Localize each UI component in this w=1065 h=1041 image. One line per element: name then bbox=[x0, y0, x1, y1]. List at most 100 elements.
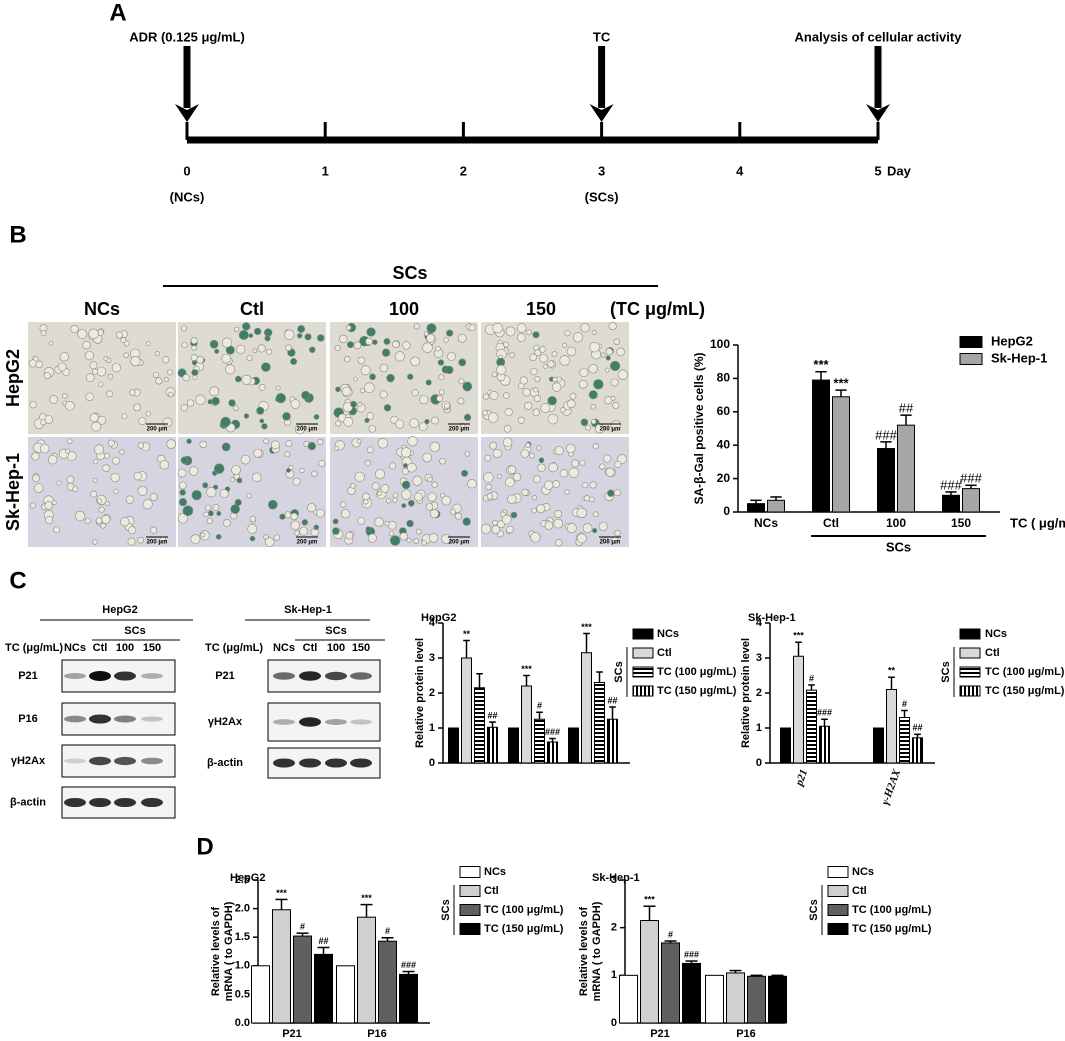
cell bbox=[353, 341, 362, 350]
cell bbox=[552, 480, 560, 488]
y-tick-label: 0 bbox=[723, 504, 730, 518]
arrow-head bbox=[589, 104, 614, 122]
legend-label: TC (150 μg/mL) bbox=[985, 685, 1065, 697]
legend-swatch bbox=[459, 866, 481, 878]
cell bbox=[536, 504, 546, 514]
cell bbox=[482, 393, 490, 400]
cell bbox=[588, 496, 595, 503]
cell bbox=[483, 472, 494, 483]
cell bbox=[492, 520, 498, 526]
y-tick-label: 0.5 bbox=[235, 988, 250, 1000]
cell bbox=[307, 441, 316, 451]
cell bbox=[610, 420, 622, 431]
cell bbox=[438, 374, 445, 381]
cell bbox=[400, 447, 412, 458]
cell bbox=[588, 390, 598, 400]
cell bbox=[425, 379, 432, 386]
cell bbox=[30, 502, 37, 509]
lane-label: 150 bbox=[352, 642, 370, 654]
cell bbox=[215, 534, 222, 540]
bar bbox=[747, 975, 766, 1024]
x-tick-label: γ-H2AX bbox=[879, 767, 903, 806]
cell bbox=[374, 469, 386, 480]
cell bbox=[401, 480, 411, 490]
blot-band bbox=[299, 671, 321, 681]
cell bbox=[463, 413, 472, 421]
cell bbox=[559, 469, 569, 478]
cell bbox=[407, 373, 414, 380]
cell bbox=[92, 368, 99, 375]
cell bbox=[551, 351, 558, 357]
legend-swatch bbox=[632, 647, 654, 659]
micrograph bbox=[177, 322, 326, 435]
cell bbox=[267, 499, 278, 510]
cell bbox=[191, 369, 199, 376]
cell bbox=[402, 341, 411, 350]
legend-label: TC (100 μg/mL) bbox=[985, 666, 1065, 678]
cell bbox=[446, 329, 454, 337]
cell bbox=[66, 475, 75, 484]
cell bbox=[28, 359, 38, 368]
cell bbox=[580, 323, 590, 333]
cell bbox=[458, 358, 467, 367]
blot-group: SCs bbox=[325, 625, 346, 637]
cell bbox=[429, 441, 441, 453]
cell bbox=[364, 382, 375, 393]
bar bbox=[768, 975, 787, 1024]
significance: # bbox=[902, 699, 907, 709]
cell bbox=[261, 362, 271, 372]
y-tick-label: 2.0 bbox=[235, 903, 250, 915]
cell bbox=[457, 333, 467, 343]
cell bbox=[66, 438, 73, 444]
cell bbox=[249, 535, 256, 542]
cell bbox=[107, 373, 114, 380]
cell bbox=[410, 356, 421, 367]
cell bbox=[592, 511, 599, 518]
legend-swatch bbox=[632, 628, 654, 640]
legend-swatch bbox=[959, 647, 981, 659]
significance: *** bbox=[813, 357, 829, 372]
cell bbox=[332, 518, 339, 525]
cell bbox=[519, 376, 528, 385]
cell bbox=[225, 364, 236, 375]
cell bbox=[365, 337, 373, 346]
lane-label: NCs bbox=[64, 642, 86, 654]
cell bbox=[367, 533, 377, 543]
cell bbox=[178, 497, 188, 507]
cell bbox=[133, 403, 141, 412]
cell bbox=[346, 341, 354, 349]
cell bbox=[206, 487, 217, 498]
cell bbox=[414, 492, 423, 502]
cell bbox=[512, 472, 522, 482]
cell bbox=[392, 497, 398, 503]
column-header: NCs bbox=[84, 299, 120, 319]
cell bbox=[427, 492, 437, 502]
cell bbox=[236, 477, 243, 484]
cell bbox=[526, 329, 532, 336]
y-tick-label: 20 bbox=[717, 471, 731, 485]
cell bbox=[345, 324, 352, 331]
cell bbox=[207, 510, 214, 517]
blot-band bbox=[299, 758, 321, 768]
cell bbox=[528, 452, 535, 459]
cell bbox=[195, 394, 206, 405]
x-tick-label: 100 bbox=[886, 516, 906, 530]
cell bbox=[421, 540, 427, 546]
cell bbox=[516, 323, 527, 333]
cell bbox=[564, 489, 570, 495]
protein-label: γH2Ax bbox=[11, 755, 46, 767]
cell bbox=[162, 417, 173, 428]
significance: ## bbox=[899, 401, 914, 416]
cell bbox=[92, 478, 98, 483]
bar bbox=[897, 424, 915, 513]
cell bbox=[113, 488, 119, 495]
cell bbox=[496, 473, 502, 479]
cell bbox=[616, 347, 625, 357]
cell bbox=[510, 511, 518, 519]
cell bbox=[335, 386, 341, 393]
cell bbox=[159, 460, 169, 470]
cell bbox=[371, 482, 380, 491]
y-axis-label: Relative protein level bbox=[740, 638, 752, 748]
cell bbox=[301, 519, 308, 526]
y-tick-label: 0 bbox=[756, 757, 762, 769]
